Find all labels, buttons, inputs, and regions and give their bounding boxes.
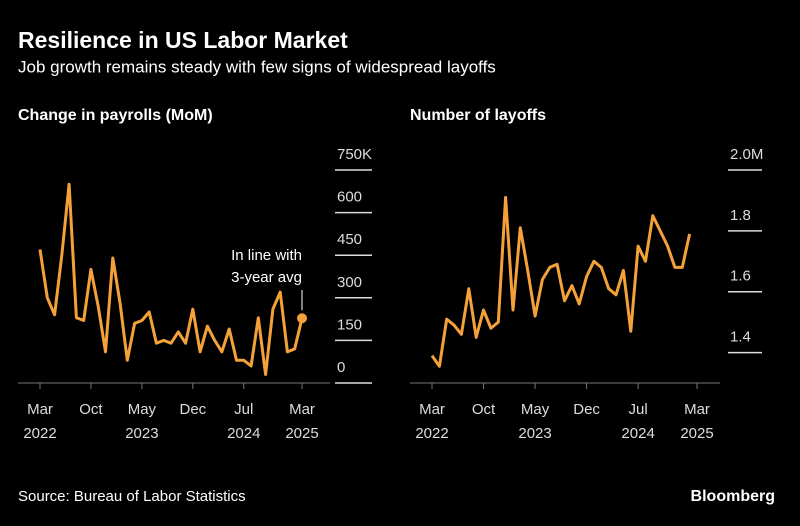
subtitle: Job growth remains steady with few signs…	[18, 57, 496, 76]
y-tick-label: 1.6	[730, 268, 751, 285]
panel-title: Number of layoffs	[410, 107, 546, 124]
brand: Bloomberg	[691, 488, 775, 505]
x-tick-label: Jul 2024	[621, 401, 654, 442]
line-part: Oct	[79, 401, 103, 418]
line-part: Mar	[419, 401, 445, 418]
line-part: 2022	[415, 425, 448, 442]
line-part: Dec	[573, 401, 600, 418]
y-tick-label: 0	[337, 359, 345, 376]
y-tick-label: 750K	[337, 146, 372, 163]
source: Source: Bureau of Labor Statistics	[18, 488, 246, 505]
line-part: 2022	[23, 425, 56, 442]
line-part: 2024	[227, 425, 260, 442]
x-tick-label: May 2023	[125, 401, 158, 442]
y-tick-label: 300	[337, 274, 362, 291]
line-part: Oct	[472, 401, 496, 418]
line-part: 2023	[125, 425, 158, 442]
highlight-point	[297, 313, 307, 324]
x-tick-label: Oct	[472, 401, 496, 418]
x-tick-label: Jul 2024	[227, 401, 260, 442]
panel-title: Change in payrolls (MoM)	[18, 107, 213, 124]
line-part: Mar	[27, 401, 53, 418]
x-tick-label: Oct	[79, 401, 103, 418]
line-part: 2025	[680, 425, 713, 442]
series-line	[430, 195, 692, 368]
y-tick-label: 2.0M	[730, 146, 763, 163]
series-line	[38, 182, 304, 376]
y-tick-label: 600	[337, 189, 362, 206]
annotation: In line with	[231, 247, 302, 264]
x-tick-label: Mar 2022	[23, 401, 56, 442]
y-tick-label: 150	[337, 316, 362, 333]
line-part: 2024	[621, 425, 654, 442]
x-tick-label: Mar 2025	[285, 401, 318, 442]
line-part: May	[128, 401, 157, 418]
x-tick-label: Dec	[573, 401, 600, 418]
x-tick-label: Mar 2025	[680, 401, 713, 442]
line-part: 2023	[518, 425, 551, 442]
y-tick-label: 450	[337, 231, 362, 248]
line-part: Dec	[179, 401, 206, 418]
line-part: Jul	[234, 401, 253, 418]
y-tick-label: 1.8	[730, 207, 751, 224]
x-tick-label: Dec	[179, 401, 206, 418]
y-tick-label: 1.4	[730, 329, 751, 346]
line-part: Jul	[629, 401, 648, 418]
line-part: 2025	[285, 425, 318, 442]
line-part: May	[521, 401, 550, 418]
line-part: Mar	[289, 401, 315, 418]
x-tick-label: May 2023	[518, 401, 551, 442]
line-part: Mar	[684, 401, 710, 418]
x-tick-label: Mar 2022	[415, 401, 448, 442]
title: Resilience in US Labor Market	[18, 27, 348, 53]
annotation: 3-year avg	[231, 269, 302, 286]
